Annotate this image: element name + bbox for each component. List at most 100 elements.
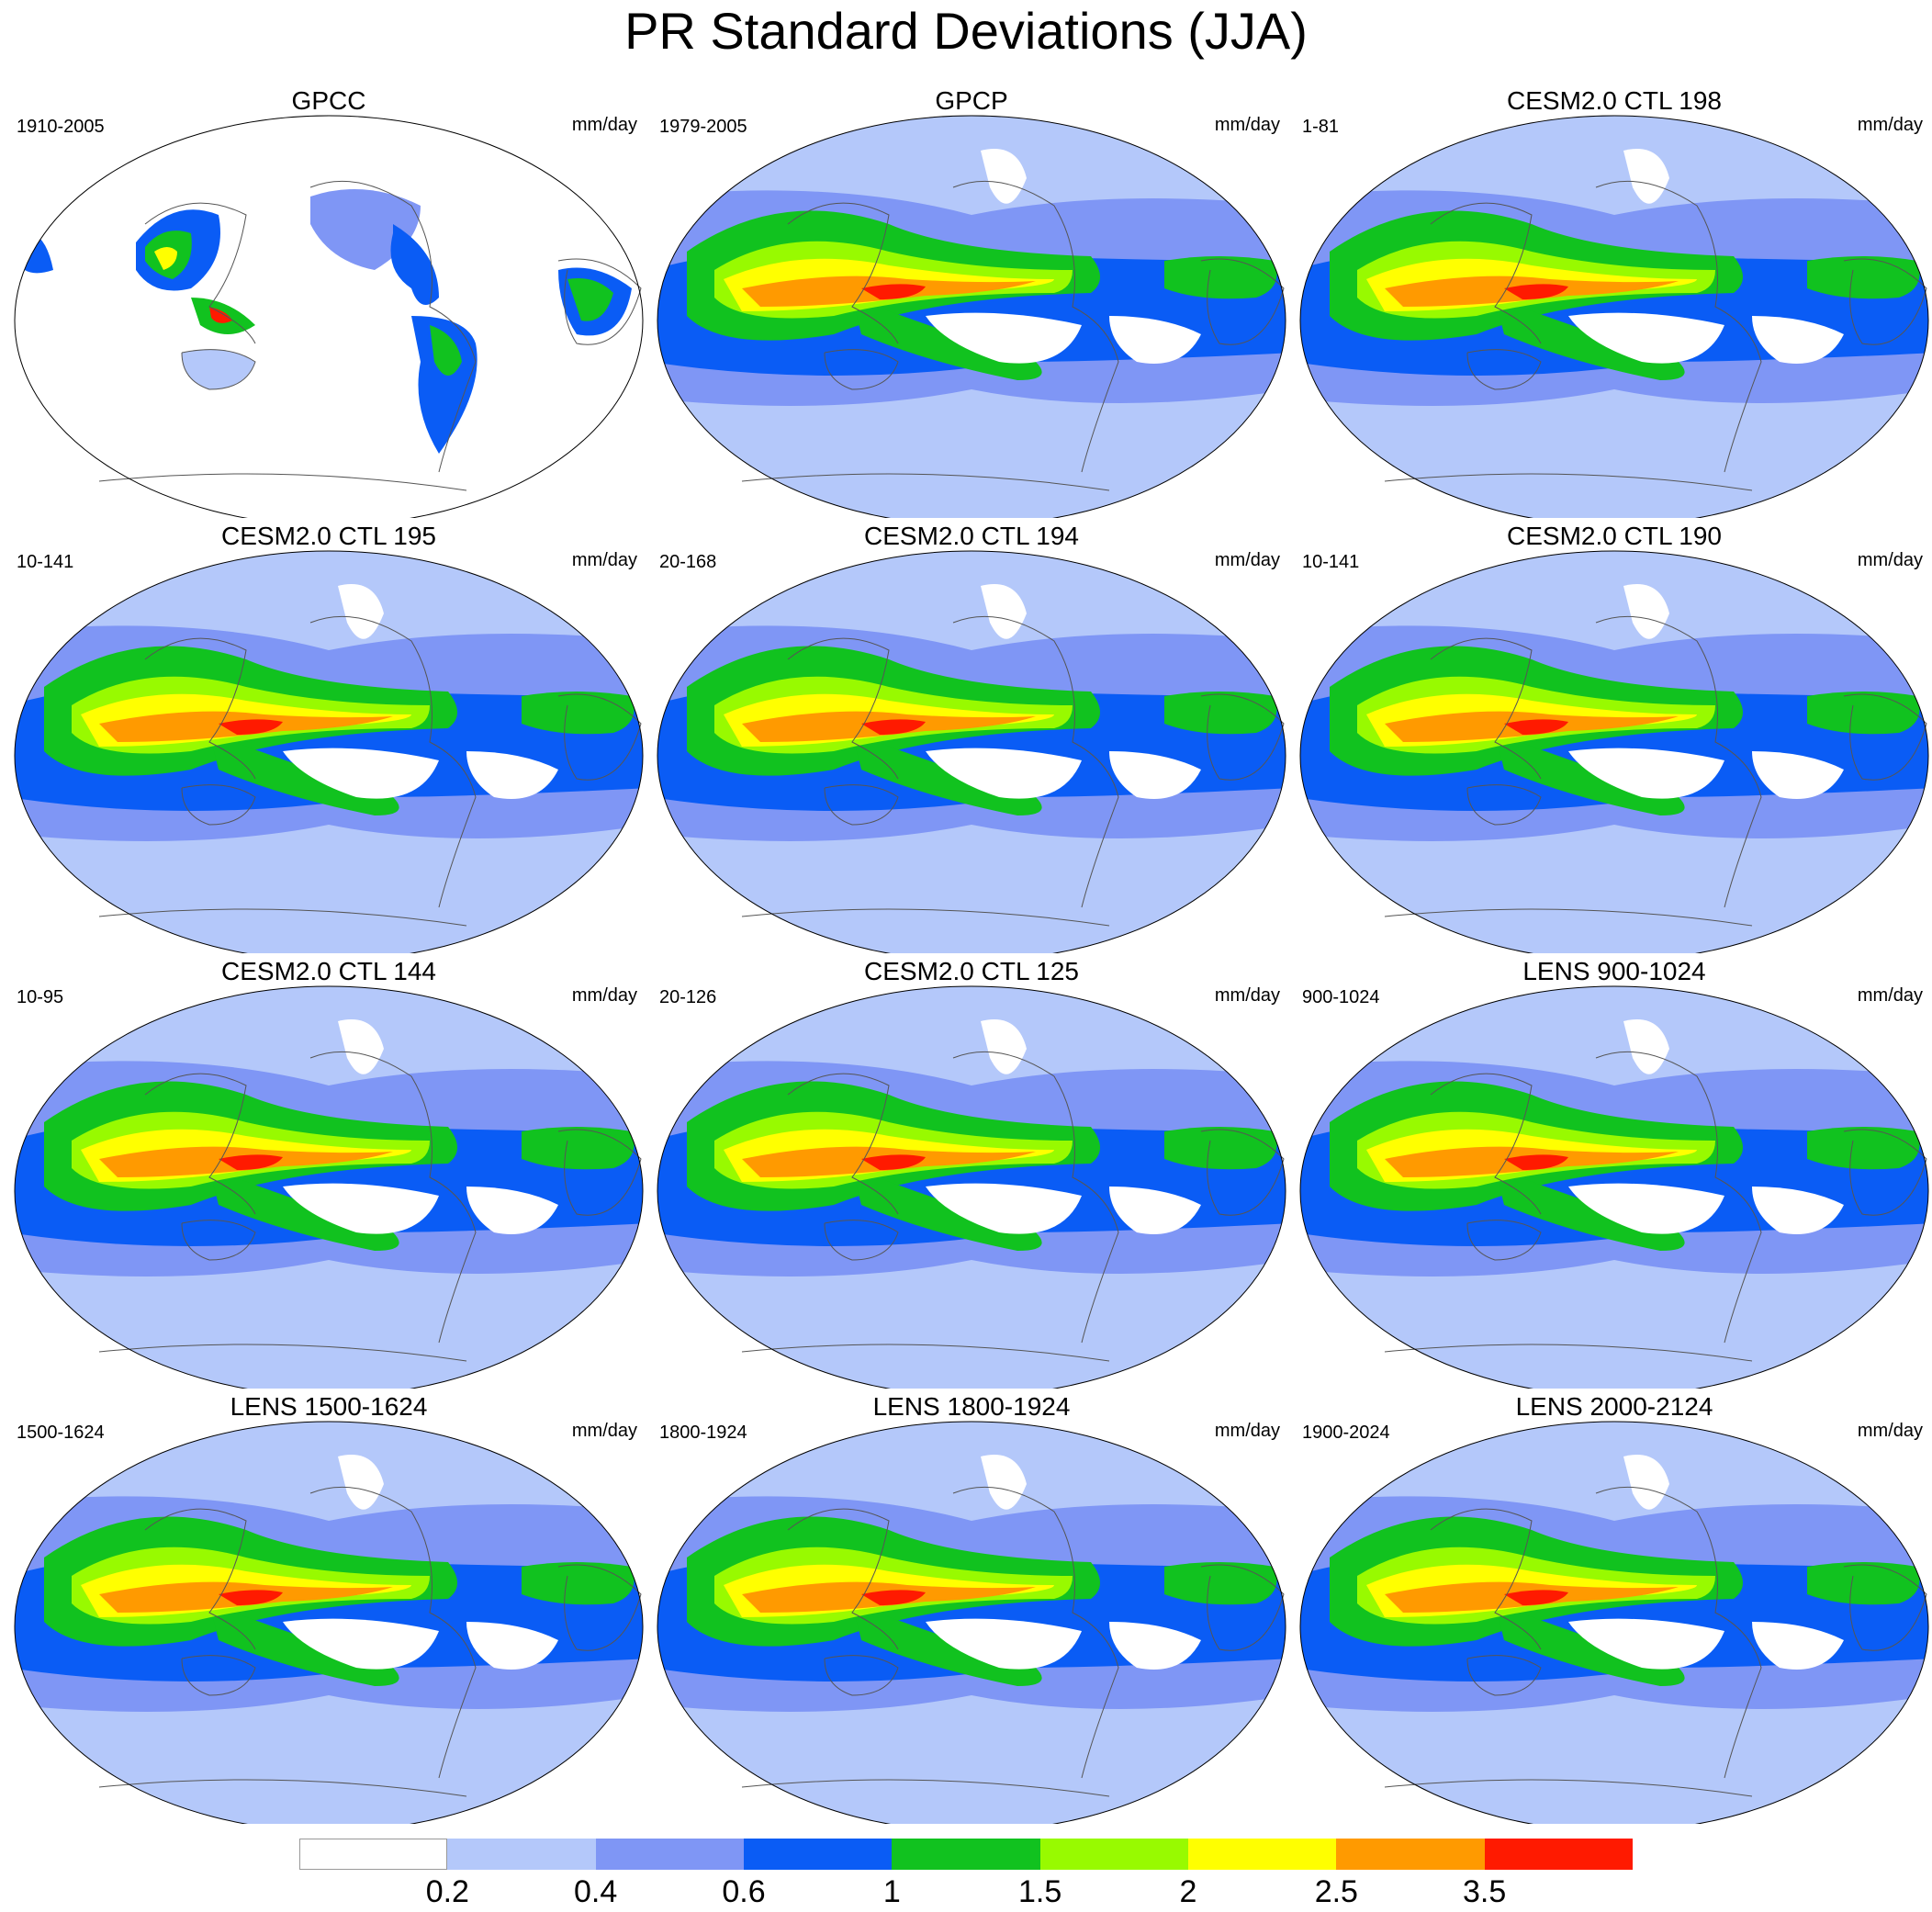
colorbar-label: 3.5: [1463, 1874, 1507, 1909]
panel-units: mm/day: [1857, 985, 1923, 1006]
panel-title: CESM2.0 CTL 125: [864, 957, 1079, 985]
world-map: [657, 985, 1286, 1389]
world-map: [14, 550, 644, 953]
coastlines: [741, 1486, 1285, 1797]
world-map: [1299, 115, 1929, 518]
panel-title: LENS 900-1024: [1522, 957, 1706, 985]
precip-field: [1300, 986, 1928, 1389]
panel-period: 1500-1624: [17, 1423, 105, 1443]
map-panel: CESM2.0 CTL 190 10-141 mm/day: [1293, 522, 1932, 953]
world-map: [14, 115, 644, 518]
precip-field: [657, 1422, 1286, 1824]
panel-title: CESM2.0 CTL 190: [1507, 522, 1722, 550]
map-panel: GPCP 1979-2005 mm/day: [650, 86, 1293, 518]
panel-period: 20-126: [659, 987, 717, 1007]
panel-period: 1-81: [1302, 117, 1340, 137]
precip-field: [15, 1422, 643, 1824]
map-panel: LENS 1800-1924 1800-1924 mm/day: [650, 1392, 1293, 1824]
panel-units: mm/day: [1857, 550, 1923, 570]
coastlines: [1384, 180, 1927, 491]
colorbar-swatch: [447, 1839, 596, 1870]
coastlines: [98, 180, 642, 491]
map-panel: LENS 1500-1624 1500-1624 mm/day: [7, 1392, 650, 1824]
colorbar-label: 1: [882, 1874, 901, 1909]
colorbar-swatch: [1336, 1839, 1485, 1870]
world-map: [14, 1421, 644, 1824]
panel-units: mm/day: [1214, 1421, 1280, 1441]
map-border: [657, 985, 1286, 1389]
panel-period: 900-1024: [1302, 987, 1380, 1007]
panel-title: LENS 1500-1624: [230, 1392, 428, 1421]
map-border: [657, 550, 1286, 953]
panel-title: CESM2.0 CTL 194: [864, 522, 1079, 550]
colorbar-swatch: [892, 1839, 1040, 1870]
colorbar-swatch: [744, 1839, 893, 1870]
map-panel: CESM2.0 CTL 195 10-141 mm/day: [7, 522, 650, 953]
colorbar-swatch: [595, 1839, 744, 1870]
panel-period: 10-141: [1302, 552, 1360, 572]
panel-units: mm/day: [1214, 985, 1280, 1006]
coastlines: [741, 615, 1285, 927]
colorbar-swatch: [299, 1839, 448, 1870]
map-panel: CESM2.0 CTL 125 20-126 mm/day: [650, 957, 1293, 1389]
world-map: [657, 1421, 1286, 1824]
panel-period: 10-141: [17, 552, 74, 572]
panel-units: mm/day: [571, 550, 637, 570]
panel-period: 1979-2005: [659, 117, 747, 137]
colorbar-label: 2.5: [1314, 1874, 1358, 1909]
panel-units: mm/day: [1857, 1421, 1923, 1441]
map-border: [657, 1421, 1286, 1824]
map-border: [14, 985, 644, 1389]
colorbar-swatch: [1484, 1839, 1633, 1870]
map-border: [1299, 1421, 1929, 1824]
precip-field: [15, 986, 643, 1389]
precip-field: [657, 116, 1286, 518]
colorbar: [299, 1839, 1633, 1870]
panel-units: mm/day: [571, 985, 637, 1006]
panel-units: mm/day: [1214, 115, 1280, 135]
colorbar-label: 0.6: [722, 1874, 766, 1909]
panel-units: mm/day: [1214, 550, 1280, 570]
map-border: [14, 115, 644, 518]
panel-title: CESM2.0 CTL 198: [1507, 86, 1722, 115]
map-panel: CESM2.0 CTL 144 10-95 mm/day: [7, 957, 650, 1389]
panel-title: CESM2.0 CTL 144: [221, 957, 436, 985]
panel-title: LENS 2000-2124: [1515, 1392, 1713, 1421]
panel-title: GPCP: [935, 86, 1008, 115]
colorbar-swatch: [1188, 1839, 1337, 1870]
precip-field: [1300, 1422, 1928, 1824]
map-panel: CESM2.0 CTL 198 1-81 mm/day: [1293, 86, 1932, 518]
coastlines: [741, 180, 1285, 491]
colorbar-label: 0.4: [574, 1874, 618, 1909]
map-border: [1299, 115, 1929, 518]
panel-title: LENS 1800-1924: [872, 1392, 1071, 1421]
panel-period: 1800-1924: [659, 1423, 747, 1443]
panel-title: GPCC: [291, 86, 366, 115]
world-map: [1299, 1421, 1929, 1824]
coastlines: [1384, 615, 1927, 927]
map-border: [14, 550, 644, 953]
colorbar-label: 2: [1179, 1874, 1197, 1909]
precip-field: [657, 551, 1286, 953]
world-map: [657, 550, 1286, 953]
coastlines: [98, 1486, 642, 1797]
world-map: [1299, 985, 1929, 1389]
world-map: [1299, 550, 1929, 953]
panel-period: 1900-2024: [1302, 1423, 1390, 1443]
coastlines: [98, 615, 642, 927]
colorbar-label: 1.5: [1018, 1874, 1062, 1909]
coastlines: [741, 1051, 1285, 1362]
panel-period: 10-95: [17, 987, 64, 1007]
coastlines: [1384, 1051, 1927, 1362]
precip-field: [1300, 116, 1928, 518]
figure-title: PR Standard Deviations (JJA): [624, 2, 1308, 60]
world-map: [14, 985, 644, 1389]
map-border: [657, 115, 1286, 518]
panel-units: mm/day: [571, 1421, 637, 1441]
world-map: [657, 115, 1286, 518]
coastlines: [1384, 1486, 1927, 1797]
precip-field: [15, 116, 643, 518]
map-panel: CESM2.0 CTL 194 20-168 mm/day: [650, 522, 1293, 953]
map-panel: LENS 2000-2124 1900-2024 mm/day: [1293, 1392, 1932, 1824]
panel-period: 20-168: [659, 552, 717, 572]
